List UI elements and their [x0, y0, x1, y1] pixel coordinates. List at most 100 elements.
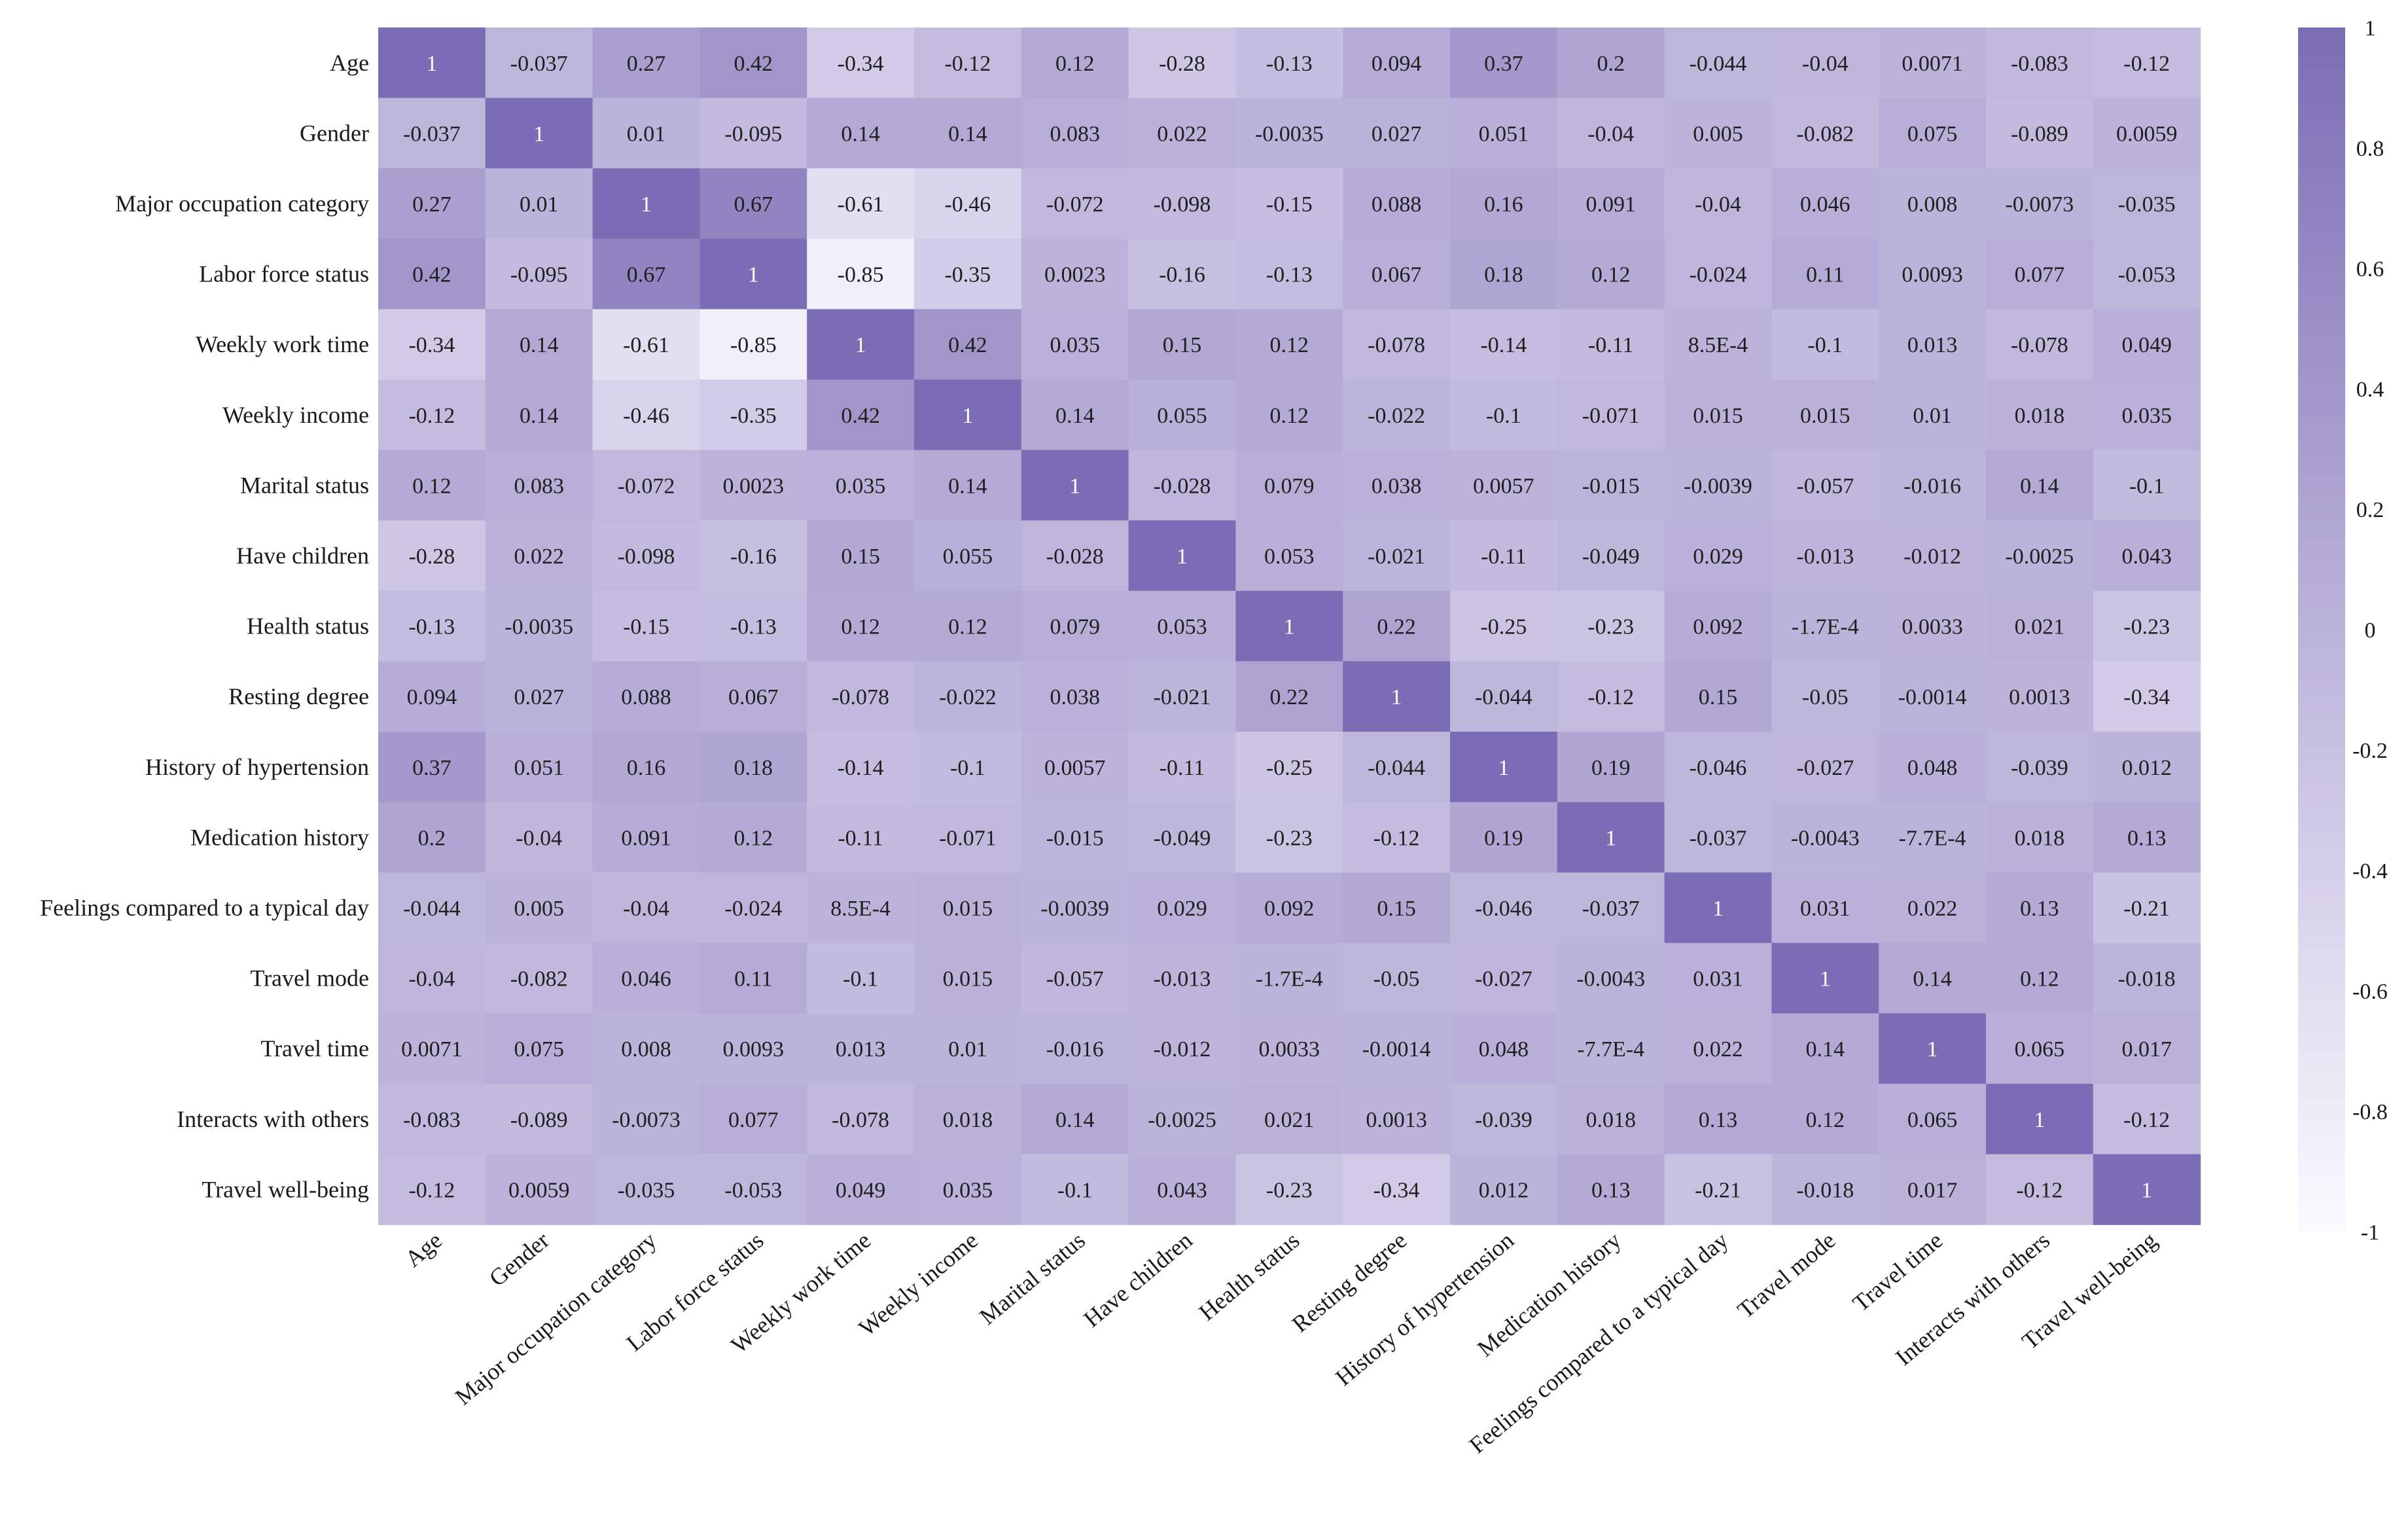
cell-value-label: 0.12 — [1591, 263, 1631, 287]
cell-value-label: -0.23 — [2123, 615, 2170, 639]
heatmap-cell — [807, 520, 915, 592]
heatmap-cell — [2093, 661, 2201, 732]
cell-value-label: 0.049 — [836, 1178, 886, 1202]
row-label: Major occupation category — [115, 190, 369, 217]
heatmap-cell — [1664, 1154, 1772, 1225]
cell-value-label: 0.37 — [412, 756, 452, 780]
heatmap-cell — [485, 238, 593, 310]
heatmap-cell — [1986, 590, 2094, 662]
cell-value-label: 0.12 — [1806, 1108, 1845, 1132]
cell-value-label: -0.039 — [1475, 1108, 1532, 1132]
heatmap-cell — [914, 450, 1022, 521]
heatmap-cell — [1021, 450, 1129, 521]
cell-value-label: 1 — [748, 263, 759, 287]
heatmap-cell — [1986, 450, 2094, 521]
cell-value-label: -0.23 — [1266, 1178, 1313, 1202]
heatmap-cell — [592, 309, 700, 380]
heatmap-cells — [378, 27, 2201, 1225]
heatmap-cell — [1235, 27, 1343, 99]
cell-value-label: -0.11 — [838, 826, 883, 850]
heatmap-cell — [2093, 238, 2201, 310]
cell-value-label: 0.19 — [1484, 826, 1523, 850]
cell-value-label: 0.022 — [514, 545, 564, 569]
heatmap-cell — [1128, 1154, 1236, 1225]
cell-value-label: 0.005 — [1693, 122, 1743, 146]
cell-value-label: -0.098 — [1154, 192, 1211, 217]
row-label: Labor force status — [199, 261, 369, 287]
cell-value-label: -0.072 — [618, 474, 675, 498]
cell-value-label: 0.0059 — [508, 1178, 570, 1202]
heatmap-cell — [1235, 1154, 1343, 1225]
cell-value-label: 0.079 — [1050, 615, 1100, 639]
cell-value-label: 0.42 — [734, 52, 773, 76]
cell-value-label: 0.094 — [407, 685, 457, 709]
cell-value-label: 0.14 — [1055, 404, 1095, 428]
heatmap-cell — [1450, 168, 1558, 240]
cell-value-label: 0.022 — [1693, 1037, 1743, 1062]
row-label: Have children — [236, 543, 369, 569]
cell-value-label: -0.0073 — [2005, 192, 2074, 217]
heatmap-cell — [1343, 168, 1451, 240]
cell-value-label: -0.12 — [944, 52, 991, 76]
heatmap-cell — [1879, 590, 1987, 662]
heatmap-cell — [1771, 732, 1879, 803]
column-label: Health status — [1194, 1227, 1305, 1326]
heatmap-cell — [2093, 1013, 2201, 1084]
cell-value-label: -0.028 — [1046, 545, 1104, 569]
cell-value-label: -0.12 — [408, 1178, 455, 1202]
colorbar-tick-label: -0.4 — [2352, 859, 2388, 884]
heatmap-cell — [1771, 942, 1879, 1014]
cell-value-label: -0.012 — [1154, 1037, 1211, 1062]
cell-value-label: -0.16 — [1159, 263, 1205, 287]
heatmap-cell — [1879, 238, 1987, 310]
heatmap-cell — [1664, 27, 1772, 99]
cell-value-label: 0.018 — [2015, 826, 2065, 850]
cell-value-label: -0.11 — [1160, 756, 1205, 780]
cell-value-label: -0.098 — [618, 545, 675, 569]
cell-value-label: 0.18 — [734, 756, 773, 780]
heatmap-cell — [1450, 590, 1558, 662]
heatmap-cell — [1128, 661, 1236, 732]
cell-value-label: -0.057 — [1046, 967, 1104, 992]
cell-value-label: -0.1 — [1057, 1178, 1093, 1202]
cell-value-label: -0.078 — [832, 685, 889, 709]
heatmap-cell — [1343, 238, 1451, 310]
heatmap-cell — [1771, 238, 1879, 310]
column-label: Travel mode — [1733, 1227, 1841, 1323]
heatmap-cell — [1450, 380, 1558, 451]
column-label: Gender — [484, 1227, 554, 1292]
cell-value-label: 0.14 — [948, 122, 987, 146]
heatmap-cell — [807, 98, 915, 169]
heatmap-cell — [1557, 98, 1665, 169]
cell-value-label: 1 — [855, 333, 866, 357]
heatmap-cell — [485, 1084, 593, 1155]
cell-value-label: -0.044 — [1690, 52, 1747, 76]
heatmap-cell — [914, 661, 1022, 732]
cell-value-label: 0.015 — [1693, 404, 1743, 428]
cell-value-label: -0.0043 — [1576, 967, 1645, 992]
cell-value-label: 0.2 — [1597, 52, 1625, 76]
cell-value-label: 1 — [533, 122, 544, 146]
cell-value-label: -0.022 — [939, 685, 997, 709]
heatmap-cell — [485, 1154, 593, 1225]
heatmap-cell — [1771, 661, 1879, 732]
cell-value-label: -0.072 — [1046, 192, 1104, 217]
cell-value-label: 0.049 — [2121, 333, 2172, 357]
heatmap-cell — [592, 732, 700, 803]
heatmap-cell — [1879, 872, 1987, 944]
cell-value-label: 0.053 — [1264, 545, 1315, 569]
heatmap-cell — [699, 872, 807, 944]
heatmap-cell — [1235, 1013, 1343, 1084]
heatmap-cell — [1450, 520, 1558, 592]
heatmap-cell — [699, 98, 807, 169]
cell-value-label: -0.027 — [1475, 967, 1532, 992]
heatmap-cell — [592, 380, 700, 451]
heatmap-cell — [1021, 238, 1129, 310]
heatmap-cell — [1557, 450, 1665, 521]
cell-value-label: -7.7E-4 — [1899, 826, 1966, 850]
heatmap-cell — [1450, 802, 1558, 873]
cell-value-label: 0.005 — [514, 897, 564, 921]
colorbar-tick-label: -1 — [2361, 1221, 2379, 1245]
heatmap-cell — [2093, 309, 2201, 380]
heatmap-cell — [699, 1013, 807, 1084]
